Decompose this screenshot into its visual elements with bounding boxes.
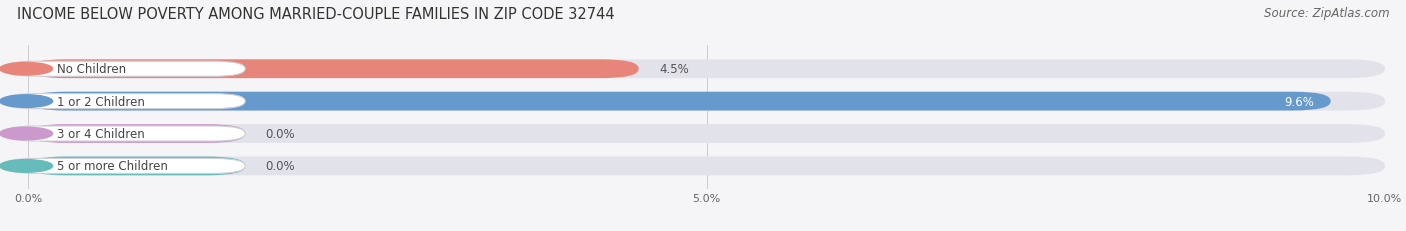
FancyBboxPatch shape bbox=[4, 94, 245, 109]
Circle shape bbox=[0, 128, 52, 140]
Text: 5 or more Children: 5 or more Children bbox=[58, 160, 169, 173]
Text: INCOME BELOW POVERTY AMONG MARRIED-COUPLE FAMILIES IN ZIP CODE 32744: INCOME BELOW POVERTY AMONG MARRIED-COUPL… bbox=[17, 7, 614, 22]
Circle shape bbox=[0, 160, 52, 173]
Text: 1 or 2 Children: 1 or 2 Children bbox=[58, 95, 145, 108]
FancyBboxPatch shape bbox=[28, 60, 638, 79]
FancyBboxPatch shape bbox=[28, 125, 1385, 143]
FancyBboxPatch shape bbox=[28, 125, 245, 143]
Text: 4.5%: 4.5% bbox=[659, 63, 689, 76]
FancyBboxPatch shape bbox=[28, 92, 1330, 111]
Text: 3 or 4 Children: 3 or 4 Children bbox=[58, 128, 145, 140]
Text: No Children: No Children bbox=[58, 63, 127, 76]
FancyBboxPatch shape bbox=[28, 157, 1385, 176]
FancyBboxPatch shape bbox=[4, 126, 245, 141]
Circle shape bbox=[0, 63, 52, 76]
Text: 0.0%: 0.0% bbox=[266, 160, 295, 173]
FancyBboxPatch shape bbox=[28, 60, 1385, 79]
Text: 0.0%: 0.0% bbox=[266, 128, 295, 140]
FancyBboxPatch shape bbox=[28, 92, 1385, 111]
Circle shape bbox=[0, 95, 52, 108]
FancyBboxPatch shape bbox=[28, 157, 245, 176]
FancyBboxPatch shape bbox=[4, 62, 245, 77]
FancyBboxPatch shape bbox=[4, 159, 245, 174]
Text: Source: ZipAtlas.com: Source: ZipAtlas.com bbox=[1264, 7, 1389, 20]
Text: 9.6%: 9.6% bbox=[1285, 95, 1315, 108]
